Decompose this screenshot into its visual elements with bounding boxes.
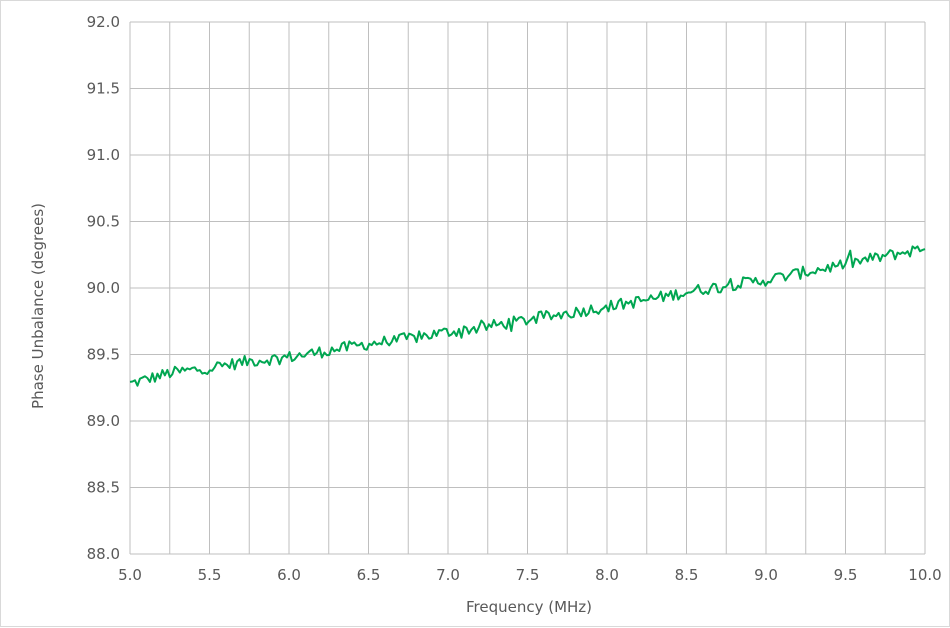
y-tick-label: 91.0 (87, 146, 120, 164)
x-tick-label: 8.5 (675, 566, 699, 584)
series-layer (129, 245, 926, 387)
x-tick-labels: 5.0 5.5 6.0 6.5 7.0 7.5 8.0 8.5 9.0 9.5 10.0 (118, 566, 942, 584)
y-tick-label: 89.0 (87, 412, 120, 430)
y-tick-label: 89.5 (87, 346, 120, 364)
x-tick-label: 9.5 (834, 566, 858, 584)
x-tick-label: 6.0 (277, 566, 301, 584)
y-tick-labels: 88.0 88.5 89.0 89.5 90.0 90.5 91.0 91.5 92.0 (87, 13, 120, 563)
x-tick-label: 7.0 (436, 566, 460, 584)
y-tick-label: 92.0 (87, 13, 120, 31)
y-tick-label: 88.0 (87, 545, 120, 563)
x-tick-label: 10.0 (908, 566, 941, 584)
x-tick-label: 7.5 (516, 566, 540, 584)
y-tick-label: 88.5 (87, 479, 120, 497)
x-tick-label: 5.0 (118, 566, 142, 584)
x-tick-label: 6.5 (357, 566, 381, 584)
x-axis-title: Frequency (MHz) (466, 598, 592, 616)
y-axis-title: Phase Unbalance (degrees) (29, 203, 47, 409)
x-tick-label: 8.0 (595, 566, 619, 584)
y-tick-label: 90.5 (87, 213, 120, 231)
y-tick-label: 91.5 (87, 80, 120, 98)
series-line (129, 245, 926, 387)
grid (129, 21, 926, 555)
x-tick-label: 5.5 (198, 566, 222, 584)
y-tick-label: 90.0 (87, 279, 120, 297)
x-tick-label: 9.0 (754, 566, 778, 584)
